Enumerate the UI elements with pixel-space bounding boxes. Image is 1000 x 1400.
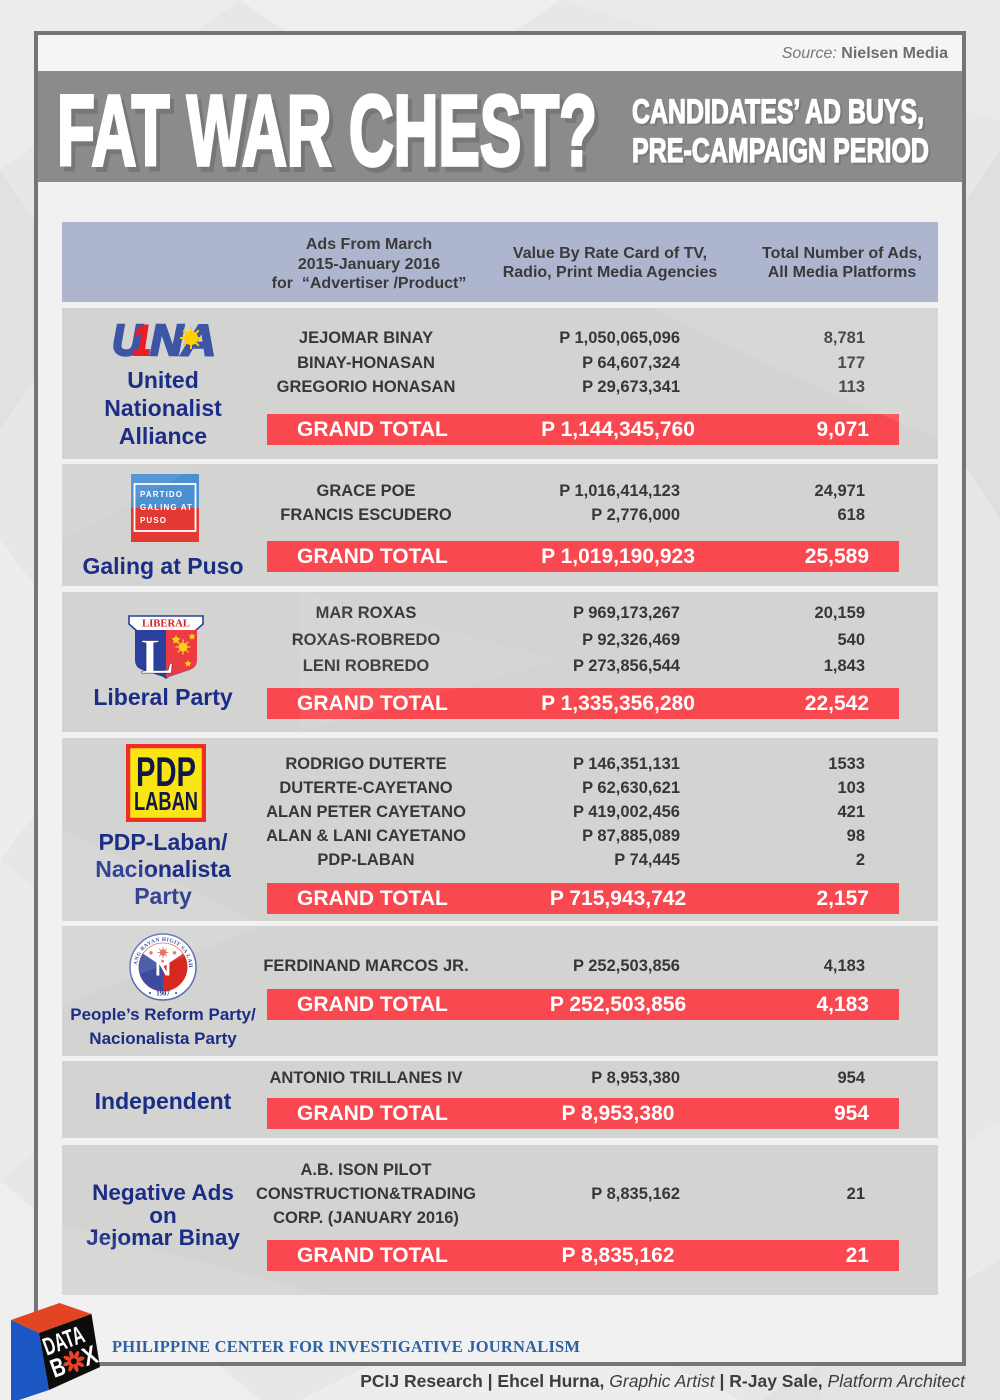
svg-text:FAT WAR CHEST?: FAT WAR CHEST?: [57, 75, 597, 182]
svg-text:GALING AT: GALING AT: [140, 503, 193, 512]
svg-text:✹: ✹: [172, 950, 177, 957]
svg-text:CANDIDATES’ AD BUYS,: CANDIDATES’ AD BUYS,: [632, 93, 924, 131]
svg-text:PARTIDO: PARTIDO: [140, 490, 183, 499]
svg-text:PRE-CAMPAIGN PERIOD: PRE-CAMPAIGN PERIOD: [632, 132, 929, 170]
svg-text:PUSO: PUSO: [140, 516, 167, 525]
svg-text:LABAN: LABAN: [134, 786, 198, 816]
svg-text:U: U: [112, 321, 143, 359]
svg-text:CANDIDATES’ AD BUYS,: CANDIDATES’ AD BUYS,: [634, 95, 926, 133]
svg-text:FAT WAR CHEST?: FAT WAR CHEST?: [61, 80, 601, 182]
svg-text:L: L: [141, 628, 174, 680]
svg-text:PDP: PDP: [136, 748, 196, 795]
svg-text:• 1907 •: • 1907 •: [149, 991, 178, 998]
svg-text:N: N: [150, 321, 184, 359]
svg-text:N: N: [155, 956, 171, 981]
svg-text:PRE-CAMPAIGN PERIOD: PRE-CAMPAIGN PERIOD: [634, 134, 931, 172]
svg-text:✹: ✹: [149, 950, 154, 957]
svg-text:LIBERAL: LIBERAL: [142, 619, 190, 630]
svg-text:✹: ✹: [161, 959, 165, 965]
svg-text:1: 1: [133, 321, 151, 359]
